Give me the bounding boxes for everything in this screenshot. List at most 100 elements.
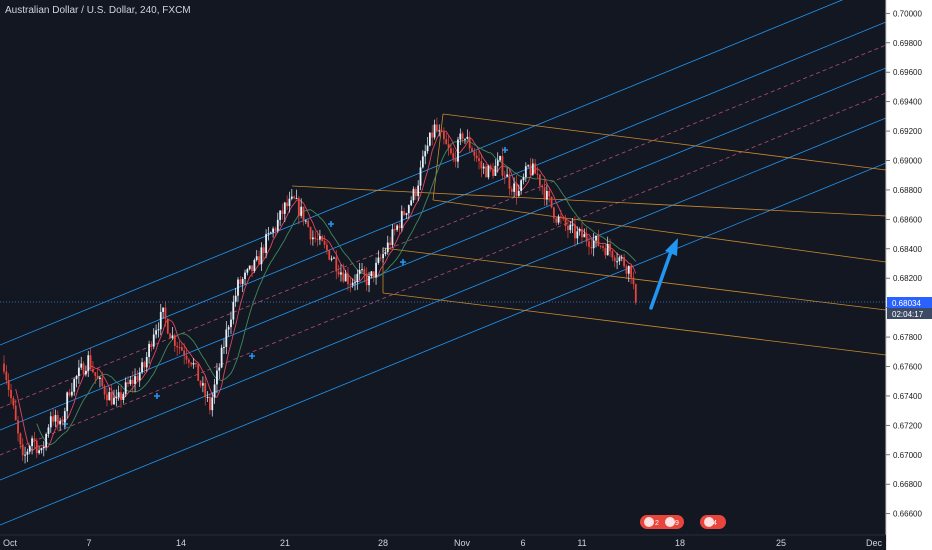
candle-body[interactable] xyxy=(85,370,87,375)
candle-body[interactable] xyxy=(508,174,511,189)
candle-body[interactable] xyxy=(127,382,129,385)
candle-body[interactable] xyxy=(213,384,216,398)
candle-body[interactable] xyxy=(564,218,567,226)
candle-body[interactable] xyxy=(627,265,630,274)
candle-body[interactable] xyxy=(356,273,359,283)
candle-body[interactable] xyxy=(26,451,29,455)
candle-body[interactable] xyxy=(185,355,188,360)
candle-body[interactable] xyxy=(295,198,298,200)
candle-body[interactable] xyxy=(24,454,26,456)
candle-body[interactable] xyxy=(232,301,235,320)
candle-body[interactable] xyxy=(478,158,480,162)
price-axis[interactable]: 0.70000 0.69800 0.69600 0.69400 0.69200 0.690… xyxy=(886,9,922,519)
candle-body[interactable] xyxy=(424,151,427,157)
candle-body[interactable] xyxy=(583,233,586,238)
candle-body[interactable] xyxy=(152,334,155,347)
candle-body[interactable] xyxy=(101,377,104,387)
candle-body[interactable] xyxy=(513,183,516,192)
candle-body[interactable] xyxy=(496,160,499,166)
candle-body[interactable] xyxy=(595,235,597,241)
candle-body[interactable] xyxy=(620,257,623,259)
candle-body[interactable] xyxy=(40,448,43,451)
candle-body[interactable] xyxy=(443,131,445,140)
candle-body[interactable] xyxy=(239,279,242,285)
candle-body[interactable] xyxy=(211,397,214,411)
candle-body[interactable] xyxy=(281,210,284,214)
candle-body[interactable] xyxy=(588,241,590,247)
candle-body[interactable] xyxy=(553,207,555,219)
candle-body[interactable] xyxy=(63,411,66,423)
candle-body[interactable] xyxy=(136,376,139,381)
candle-body[interactable] xyxy=(609,243,611,252)
candle-body[interactable] xyxy=(407,205,410,214)
candle-body[interactable] xyxy=(253,260,256,272)
candle-body[interactable] xyxy=(480,161,483,169)
candle-body[interactable] xyxy=(42,447,45,449)
candle-body[interactable] xyxy=(241,278,244,285)
candle-body[interactable] xyxy=(3,363,5,372)
candle-body[interactable] xyxy=(279,210,282,220)
candle-body[interactable] xyxy=(471,148,473,152)
candle-body[interactable] xyxy=(290,196,293,199)
candle-body[interactable] xyxy=(120,392,122,401)
candle-body[interactable] xyxy=(468,136,471,149)
candle-body[interactable] xyxy=(567,225,569,231)
candle-body[interactable] xyxy=(445,139,448,145)
candle-body[interactable] xyxy=(557,216,560,223)
candle-body[interactable] xyxy=(372,271,375,278)
candle-body[interactable] xyxy=(80,363,83,368)
candle-body[interactable] xyxy=(75,376,78,380)
candle-body[interactable] xyxy=(555,218,558,223)
candle-body[interactable] xyxy=(61,421,64,423)
candle-body[interactable] xyxy=(326,244,328,251)
candle-body[interactable] xyxy=(560,216,562,219)
candle-body[interactable] xyxy=(351,282,354,286)
candle-body[interactable] xyxy=(522,177,525,181)
candle-body[interactable] xyxy=(342,272,345,282)
candle-body[interactable] xyxy=(206,396,209,398)
candle-body[interactable] xyxy=(461,133,464,139)
candle-body[interactable] xyxy=(450,148,452,154)
candle-body[interactable] xyxy=(166,318,169,334)
candle-body[interactable] xyxy=(103,386,106,395)
candle-body[interactable] xyxy=(47,427,50,434)
candle-body[interactable] xyxy=(333,257,335,259)
candle-body[interactable] xyxy=(428,132,431,146)
candle-body[interactable] xyxy=(581,229,583,238)
candle-body[interactable] xyxy=(122,393,125,401)
candle-body[interactable] xyxy=(311,237,314,240)
candle-body[interactable] xyxy=(218,367,221,371)
candle-body[interactable] xyxy=(307,220,310,228)
candle-body[interactable] xyxy=(108,392,111,401)
candle-body[interactable] xyxy=(634,284,637,303)
candle-body[interactable] xyxy=(70,391,73,396)
candle-body[interactable] xyxy=(548,190,551,197)
candle-body[interactable] xyxy=(349,283,352,286)
candle-body[interactable] xyxy=(244,272,246,279)
candle-body[interactable] xyxy=(77,367,80,377)
candle-body[interactable] xyxy=(459,133,462,140)
candle-body[interactable] xyxy=(499,156,501,161)
candle-body[interactable] xyxy=(216,370,218,385)
candle-body[interactable] xyxy=(618,257,621,262)
candle-body[interactable] xyxy=(223,346,225,348)
candle-body[interactable] xyxy=(396,225,399,230)
candle-body[interactable] xyxy=(545,190,548,200)
candle-body[interactable] xyxy=(473,151,476,156)
candle-body[interactable] xyxy=(599,245,602,247)
candle-body[interactable] xyxy=(487,165,490,178)
candle-body[interactable] xyxy=(370,271,373,277)
candle-body[interactable] xyxy=(129,379,132,385)
candle-body[interactable] xyxy=(162,307,165,312)
candle-body[interactable] xyxy=(510,188,513,192)
candle-body[interactable] xyxy=(202,383,204,386)
candle-body[interactable] xyxy=(354,282,356,284)
candle-body[interactable] xyxy=(178,347,181,349)
candle-body[interactable] xyxy=(19,433,22,445)
time-axis[interactable]: Oct 7 14 21 28 Nov 6 11 18 25 Dec xyxy=(3,538,883,548)
candle-body[interactable] xyxy=(433,124,436,138)
candle-body[interactable] xyxy=(276,219,279,231)
candle-body[interactable] xyxy=(237,279,239,296)
candle-body[interactable] xyxy=(73,379,76,392)
